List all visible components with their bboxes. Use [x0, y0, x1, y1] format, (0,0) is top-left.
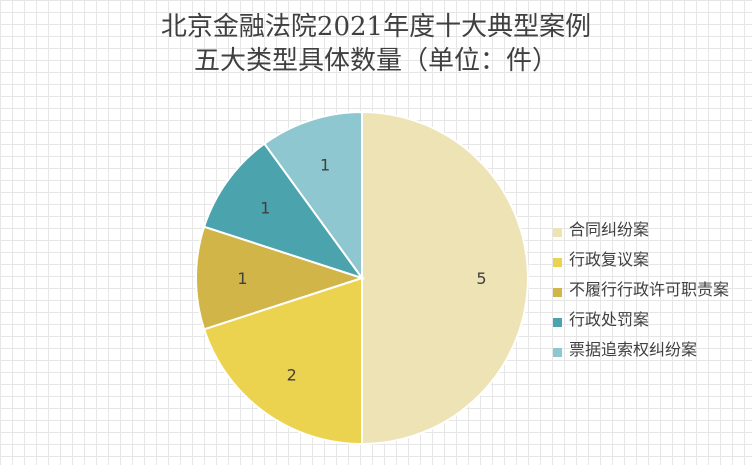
legend-swatch-1	[553, 228, 562, 237]
legend-item-2: 行政复议案	[549, 250, 749, 270]
pie-slice-2	[202, 276, 363, 446]
pie-slice-5	[263, 110, 363, 282]
legend-swatch-5	[553, 348, 562, 357]
pie-slice-4	[202, 142, 365, 280]
legend-label-5: 票据追索权纠纷案	[569, 340, 698, 359]
data-label-4: 1	[260, 199, 270, 218]
legend-item-4: 行政处罚案	[549, 310, 749, 330]
legend-swatch-4	[553, 318, 562, 327]
pie-slice-3	[195, 225, 366, 331]
legend-label-4: 行政处罚案	[569, 310, 650, 329]
chart-legend: 合同纠纷案行政复议案不履行行政许可职责案 行政处罚案票据追索权纠纷案	[549, 220, 749, 360]
legend-item-1: 合同纠纷案	[549, 220, 749, 240]
legend-label-3: 不履行行政许可职责案	[569, 280, 730, 299]
data-label-1: 5	[476, 269, 486, 288]
data-label-5: 1	[320, 155, 330, 174]
chart-title-line-1: 北京金融法院2021年度十大典型案例	[160, 12, 592, 42]
chart-title-line-2: 五大类型具体数量（单位：件）	[193, 46, 558, 76]
pie-slice-1	[361, 110, 529, 446]
legend-label-1: 合同纠纷案	[569, 220, 650, 239]
legend-item-3: 不履行行政许可职责案	[549, 280, 749, 300]
legend-item-5: 票据追索权纠纷案	[549, 340, 749, 360]
legend-label-2: 行政复议案	[569, 250, 650, 269]
data-label-3: 1	[237, 269, 247, 288]
legend-swatch-3	[553, 288, 562, 297]
data-label-2: 2	[287, 366, 297, 385]
chart-title: 北京金融法院2021年度十大典型案例 五大类型具体数量（单位：件）	[0, 10, 752, 78]
legend-swatch-2	[553, 258, 562, 267]
